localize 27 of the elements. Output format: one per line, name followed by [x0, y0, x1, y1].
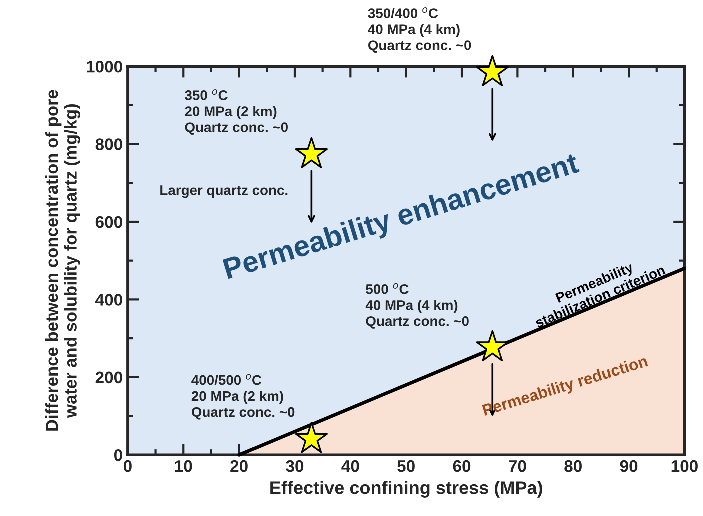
x-tick-label: 100 — [672, 460, 698, 472]
annotation: 500 $^{o}$C 40 MPa (4 km) Quartz conc. ~0 — [366, 283, 469, 329]
y-tick-label: 800 — [96, 138, 122, 150]
x-axis-title: Effective confining stress (MPa) — [270, 481, 542, 498]
x-tick-label: 10 — [175, 460, 192, 472]
y-tick-label: 200 — [96, 372, 122, 384]
x-tick-label: 0 — [124, 460, 132, 472]
x-tick-label: 20 — [230, 460, 248, 472]
x-tick-label: 60 — [453, 460, 471, 472]
x-tick-label: 70 — [509, 460, 526, 472]
x-tick-label: 90 — [620, 460, 638, 472]
y-axis-title: Difference between concentration of pore water and solubility for quartz (mg/kg) — [45, 90, 80, 431]
annotation: 350 $^{o}$C 20 MPa (2 km) Quartz conc. ~0 — [185, 89, 288, 135]
point — [295, 137, 328, 168]
y-tick-label: 600 — [96, 216, 122, 228]
y-tick-label: 400 — [96, 294, 122, 306]
x-tick-label: 80 — [564, 460, 582, 472]
y-tick-label: 1000 — [87, 60, 122, 73]
text: 350/400 $^{o}$C 40 MPa (4 km) Quartz conc. ~0 — [368, 8, 472, 54]
point — [295, 422, 328, 454]
x-tick-label: 30 — [286, 460, 304, 472]
y-tick-label: 0 — [114, 450, 122, 462]
point — [476, 55, 509, 86]
annotation: 400/500 $^{o}$C 20 MPa (2 km) Quartz conc. ~0 — [192, 374, 295, 420]
x-tick-label: 50 — [398, 460, 415, 472]
x-tick-label: 40 — [342, 460, 360, 472]
annotation: Larger quartz conc. — [160, 186, 288, 198]
